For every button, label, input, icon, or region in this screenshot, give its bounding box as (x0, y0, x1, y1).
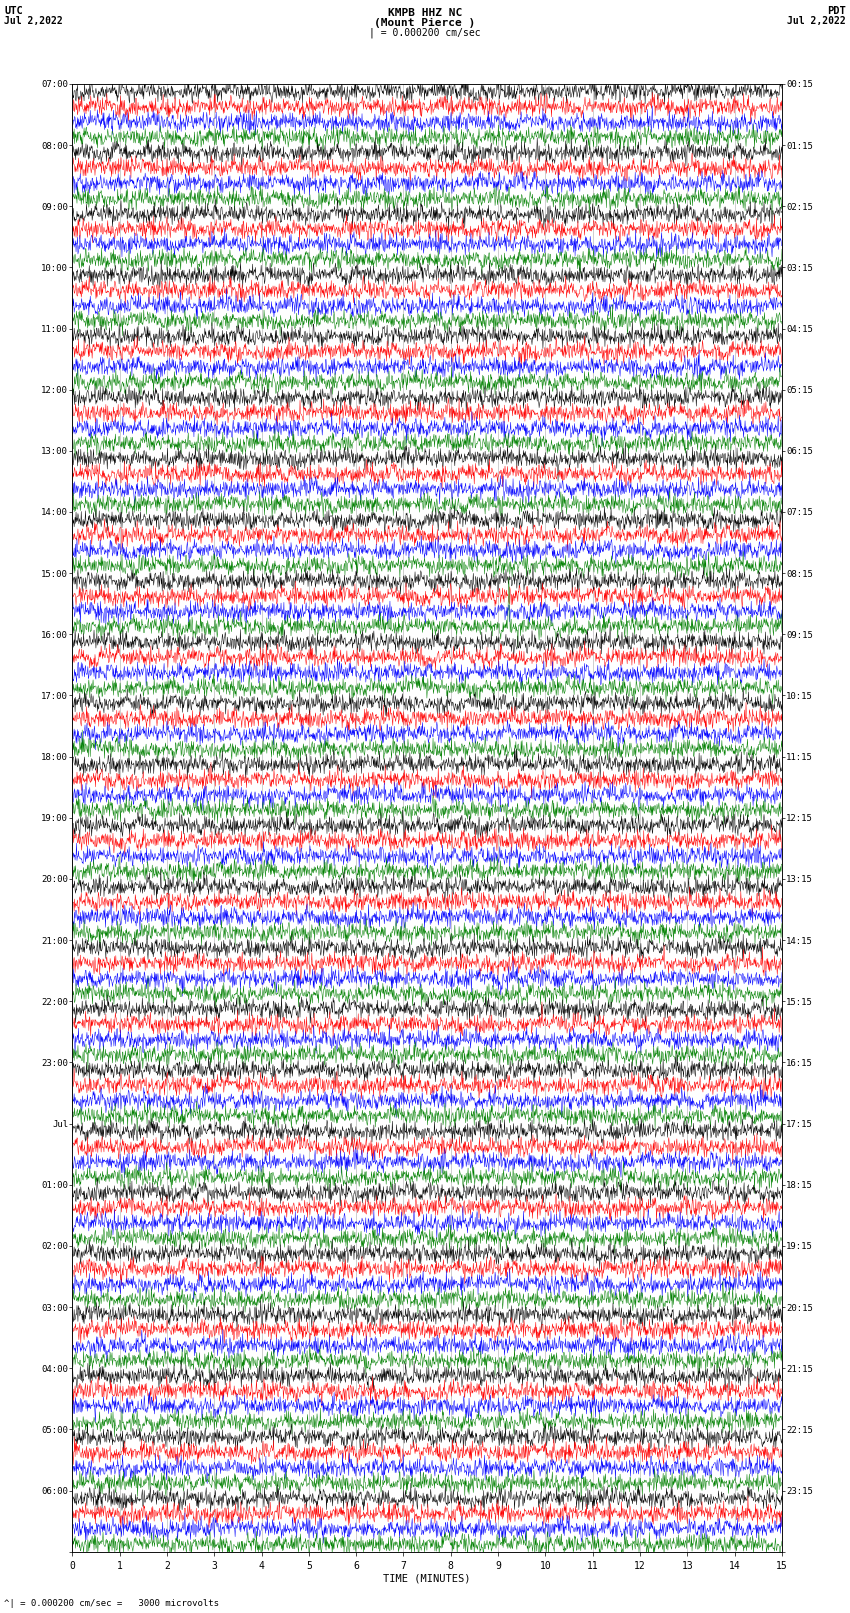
Text: ^| = 0.000200 cm/sec =   3000 microvolts: ^| = 0.000200 cm/sec = 3000 microvolts (4, 1598, 219, 1608)
Text: Jul 2,2022: Jul 2,2022 (787, 16, 846, 26)
Text: Jul 2,2022: Jul 2,2022 (4, 16, 63, 26)
Text: | = 0.000200 cm/sec: | = 0.000200 cm/sec (369, 27, 481, 39)
Text: UTC: UTC (4, 6, 23, 16)
Text: KMPB HHZ NC: KMPB HHZ NC (388, 8, 462, 18)
X-axis label: TIME (MINUTES): TIME (MINUTES) (383, 1574, 471, 1584)
Text: (Mount Pierce ): (Mount Pierce ) (374, 18, 476, 27)
Text: PDT: PDT (827, 6, 846, 16)
